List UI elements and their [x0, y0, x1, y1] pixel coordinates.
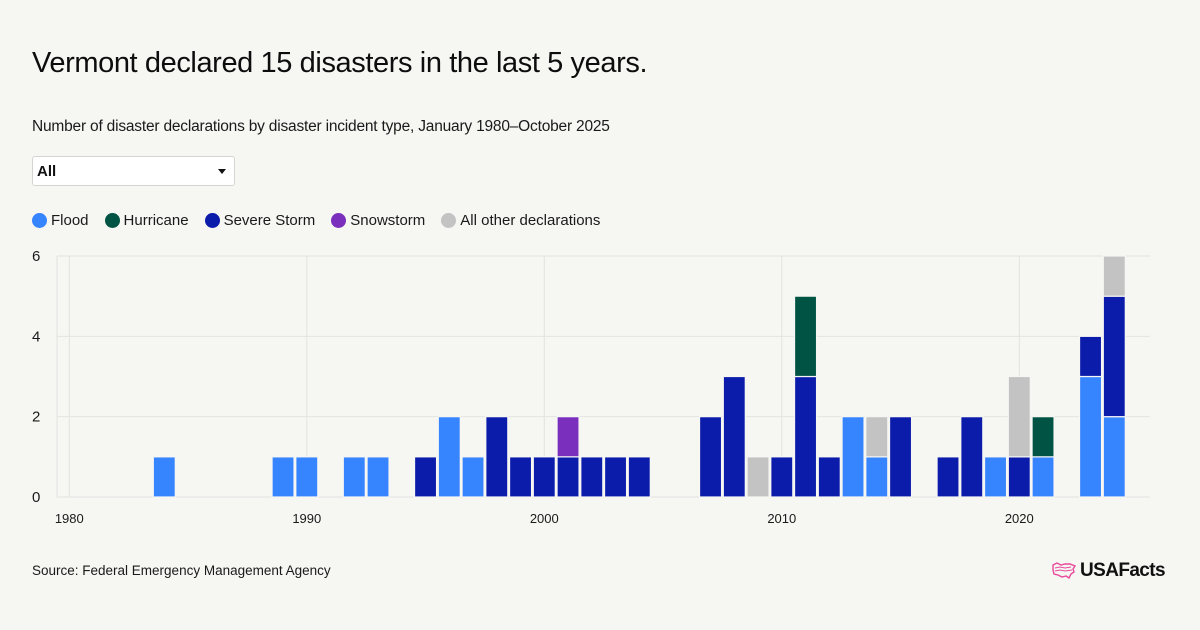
- bar-segment-severe-storm: [722, 375, 746, 498]
- legend-label: Flood: [51, 212, 89, 229]
- stacked-bar-chart: 0 2 4 6 1980 1990 2000 2010 2020: [32, 248, 1150, 526]
- bar-segment-flood: [865, 456, 889, 498]
- bar-segment-flood: [152, 456, 176, 498]
- bar-segment-flood: [366, 456, 390, 498]
- usa-map-icon: [1052, 562, 1077, 580]
- x-tick-label: 2010: [767, 511, 796, 526]
- legend-label: Severe Storm: [223, 212, 316, 229]
- legend-item-flood: Flood: [32, 212, 89, 229]
- legend-swatch-hurricane: [104, 213, 120, 228]
- x-axis: 1980 1990 2000 2010 2020: [55, 511, 1034, 526]
- legend-item-snowstorm: Snowstorm: [331, 212, 425, 229]
- bar-segment-snowstorm: [556, 416, 580, 458]
- bar-segment-flood: [983, 456, 1008, 498]
- bar-segment-flood: [271, 456, 295, 498]
- legend-label: Snowstorm: [350, 212, 426, 229]
- bar-segment-flood: [1078, 375, 1103, 498]
- bar-segment-severe-storm: [508, 456, 533, 498]
- x-tick-label: 1990: [292, 511, 321, 526]
- bar-segment-hurricane: [793, 295, 818, 378]
- bar-segment-severe-storm: [603, 456, 628, 498]
- bar-segment-severe-storm: [413, 456, 438, 498]
- x-tick-label: 1980: [55, 511, 84, 526]
- bar-segment-flood: [461, 456, 485, 498]
- logo-text: USAFacts: [1080, 560, 1166, 581]
- legend-swatch-snowstorm: [331, 213, 347, 228]
- legend-item-severe-storm: Severe Storm: [204, 212, 316, 229]
- bar-segment-severe-storm: [485, 416, 509, 498]
- caret-down-icon: [218, 168, 226, 174]
- legend-swatch-severe-storm: [204, 213, 220, 228]
- x-tick-label: 2020: [1005, 511, 1034, 526]
- legend-swatch-all-other: [441, 213, 457, 228]
- dropdown-selected-value: All: [37, 162, 57, 180]
- legend-item-all-other: All other declarations: [441, 212, 600, 229]
- bar-segment-severe-storm: [770, 456, 794, 498]
- bar-segment-all-other-declarations: [746, 456, 770, 498]
- bar-segment-all-other-declarations: [1007, 375, 1031, 458]
- bar-segment-flood: [1031, 456, 1055, 498]
- bar-segment-severe-storm: [1102, 295, 1126, 418]
- legend: Flood Hurricane Severe Storm Snowstorm A…: [32, 212, 616, 229]
- bar-segment-severe-storm: [793, 375, 818, 498]
- bar-segment-severe-storm: [556, 456, 580, 498]
- y-tick-label: 6: [32, 248, 40, 265]
- bar-segment-severe-storm: [532, 456, 556, 498]
- legend-item-hurricane: Hurricane: [104, 212, 189, 229]
- source-note: Source: Federal Emergency Management Age…: [32, 563, 331, 578]
- bar-segment-flood: [437, 416, 461, 498]
- legend-label: Hurricane: [123, 212, 189, 229]
- y-tick-label: 2: [32, 409, 40, 426]
- y-tick-label: 4: [32, 328, 40, 345]
- bar-segment-severe-storm: [698, 416, 723, 498]
- legend-label: All other declarations: [460, 212, 601, 229]
- legend-swatch-flood: [32, 213, 47, 228]
- bar-segment-severe-storm: [1007, 456, 1031, 498]
- y-tick-label: 0: [32, 489, 40, 506]
- bar-segment-severe-storm: [1078, 335, 1103, 378]
- bar-segment-severe-storm: [580, 456, 604, 498]
- chart-subtitle: Number of disaster declarations by disas…: [32, 118, 610, 135]
- bar-segment-flood: [295, 456, 319, 498]
- bars: [152, 255, 1126, 498]
- bar-segment-all-other-declarations: [1102, 255, 1126, 297]
- usafacts-logo[interactable]: USAFacts: [1051, 560, 1166, 582]
- bar-segment-severe-storm: [888, 416, 913, 498]
- incident-type-dropdown[interactable]: All: [32, 156, 235, 186]
- bar-segment-hurricane: [1031, 416, 1055, 458]
- bar-segment-flood: [1102, 416, 1126, 498]
- bar-segment-severe-storm: [817, 456, 841, 498]
- bar-segment-all-other-declarations: [865, 416, 889, 458]
- bar-segment-severe-storm: [936, 456, 960, 498]
- bar-segment-flood: [841, 416, 865, 498]
- x-tick-label: 2000: [530, 511, 559, 526]
- bar-segment-severe-storm: [960, 416, 984, 498]
- y-axis: 0 2 4 6: [32, 248, 40, 506]
- bar-segment-flood: [342, 456, 366, 498]
- bar-segment-severe-storm: [627, 456, 651, 498]
- chart-title: Vermont declared 15 disasters in the las…: [32, 47, 648, 79]
